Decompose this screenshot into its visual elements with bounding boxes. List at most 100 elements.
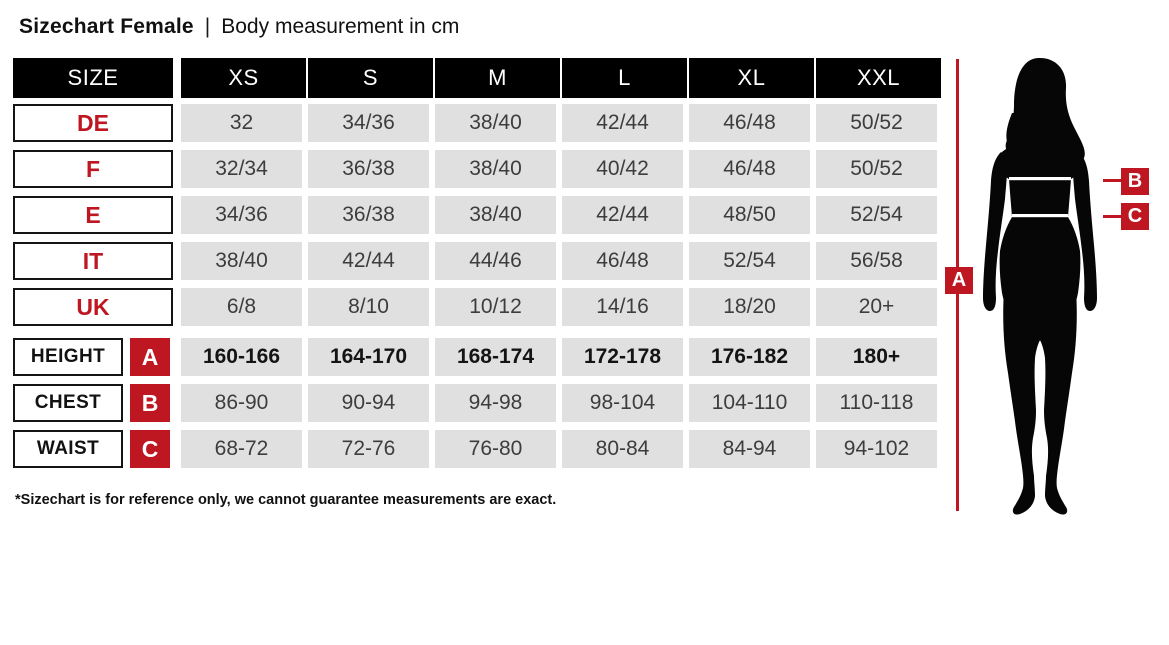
chest-line [1009,177,1071,181]
size-row-it: IT 38/40 42/44 44/46 46/48 52/54 56/58 [13,242,943,280]
column-header-s: S [308,58,433,98]
marker-b-leader [1103,179,1121,182]
waist-line [1012,214,1068,218]
row-label-height: HEIGHT [13,338,123,376]
silhouette-hair-wisp [1006,113,1015,146]
cell-f-s: 36/38 [308,150,429,188]
table-header-row: SIZE XS S M L XL XXL [13,58,943,98]
cell-de-s: 34/36 [308,104,429,142]
cell-height-s: 164-170 [308,338,429,376]
row-label-waist: WAIST [13,430,123,468]
row-cells: 32 34/36 38/40 42/44 46/48 50/52 [181,104,943,142]
cell-waist-l: 80-84 [562,430,683,468]
cell-e-m: 38/40 [435,196,556,234]
row-cells: 86-90 90-94 94-98 98-104 104-110 110-118 [181,384,943,422]
header-cells: XS S M L XL XXL [181,58,943,98]
row-label-e: E [13,196,173,234]
cell-height-l: 172-178 [562,338,683,376]
row-cells: 6/8 8/10 10/12 14/16 18/20 20+ [181,288,943,326]
cell-height-xl: 176-182 [689,338,810,376]
title-subtitle: Body measurement in cm [221,15,460,38]
female-silhouette [983,57,1097,515]
silhouette-torso [997,117,1083,341]
cell-uk-l: 14/16 [562,288,683,326]
cell-waist-s: 72-76 [308,430,429,468]
marker-c-badge: C [1121,203,1149,230]
row-cells: 32/34 36/38 38/40 40/42 46/48 50/52 [181,150,943,188]
cell-de-m: 38/40 [435,104,556,142]
cell-uk-xl: 18/20 [689,288,810,326]
cell-chest-l: 98-104 [562,384,683,422]
cell-it-s: 42/44 [308,242,429,280]
cell-it-m: 44/46 [435,242,556,280]
cell-height-xxl: 180+ [816,338,937,376]
column-header-l: L [562,58,687,98]
cell-de-xs: 32 [181,104,302,142]
cell-e-s: 36/38 [308,196,429,234]
row-cells: 38/40 42/44 44/46 46/48 52/54 56/58 [181,242,943,280]
cell-chest-xl: 104-110 [689,384,810,422]
row-label-chest: CHEST [13,384,123,422]
cell-chest-m: 94-98 [435,384,556,422]
cell-it-l: 46/48 [562,242,683,280]
title-main: Sizechart Female [19,15,194,38]
cell-f-l: 40/42 [562,150,683,188]
cell-chest-s: 90-94 [308,384,429,422]
column-header-m: M [435,58,560,98]
row-label-uk: UK [13,288,173,326]
cell-e-l: 42/44 [562,196,683,234]
silhouette-arm [983,152,1007,311]
measurement-row-chest: CHEST B 86-90 90-94 94-98 98-104 104-110 110-11… [13,384,943,422]
cell-waist-xs: 68-72 [181,430,302,468]
cell-f-xl: 46/48 [689,150,810,188]
cell-de-xl: 46/48 [689,104,810,142]
cell-uk-xxl: 20+ [816,288,937,326]
row-marker-a: A [130,338,170,376]
cell-height-m: 168-174 [435,338,556,376]
cell-de-l: 42/44 [562,104,683,142]
cell-f-xxl: 50/52 [816,150,937,188]
size-rows-section: DE 32 34/36 38/40 42/44 46/48 50/52 F 32/34 36/38… [13,104,943,326]
cell-it-xxl: 56/58 [816,242,937,280]
cell-uk-xs: 6/8 [181,288,302,326]
cell-waist-m: 76-80 [435,430,556,468]
cell-height-xs: 160-166 [181,338,302,376]
marker-a-badge: A [945,267,973,294]
row-label-it: IT [13,242,173,280]
sizechart-table: SIZE XS S M L XL XXL DE 32 34/36 38/40 42/44 46/48… [13,58,943,476]
marker-c-leader [1103,215,1121,218]
cell-waist-xxl: 94-102 [816,430,937,468]
size-row-e: E 34/36 36/38 38/40 42/44 48/50 52/54 [13,196,943,234]
row-cells: 34/36 36/38 38/40 42/44 48/50 52/54 [181,196,943,234]
cell-e-xxl: 52/54 [816,196,937,234]
measurement-row-height: HEIGHT A 160-166 164-170 168-174 172-178 176-1… [13,338,943,376]
row-cells: 160-166 164-170 168-174 172-178 176-182 180+ [181,338,943,376]
cell-chest-xs: 86-90 [181,384,302,422]
cell-uk-m: 10/12 [435,288,556,326]
column-header-xs: XS [181,58,306,98]
footnote: *Sizechart is for reference only, we can… [15,492,557,508]
measurement-rows-section: HEIGHT A 160-166 164-170 168-174 172-178 176-1… [13,338,943,468]
cell-e-xl: 48/50 [689,196,810,234]
page-title: Sizechart Female | Body measurement in cm [19,15,459,39]
cell-de-xxl: 50/52 [816,104,937,142]
size-row-f: F 32/34 36/38 38/40 40/42 46/48 50/52 [13,150,943,188]
row-label-f: F [13,150,173,188]
size-header-cell: SIZE [13,58,173,98]
size-row-uk: UK 6/8 8/10 10/12 14/16 18/20 20+ [13,288,943,326]
size-row-de: DE 32 34/36 38/40 42/44 46/48 50/52 [13,104,943,142]
row-marker-c: C [130,430,170,468]
marker-b-badge: B [1121,168,1149,195]
silhouette-leg [1003,290,1040,515]
cell-chest-xxl: 110-118 [816,384,937,422]
column-header-xl: XL [689,58,814,98]
cell-e-xs: 34/36 [181,196,302,234]
measurement-row-waist: WAIST C 68-72 72-76 76-80 80-84 84-94 94-102 [13,430,943,468]
column-header-xxl: XXL [816,58,941,98]
cell-waist-xl: 84-94 [689,430,810,468]
row-marker-b: B [130,384,170,422]
cell-uk-s: 8/10 [308,288,429,326]
cell-it-xs: 38/40 [181,242,302,280]
cell-it-xl: 52/54 [689,242,810,280]
